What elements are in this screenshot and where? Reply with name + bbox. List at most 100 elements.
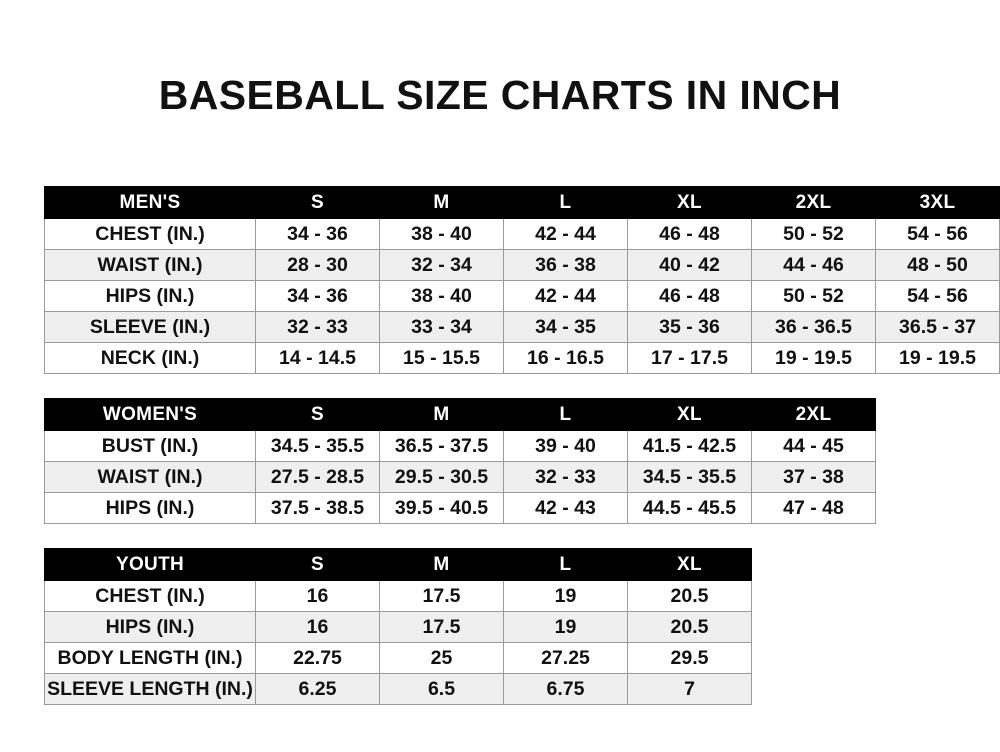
youth-cell-l: 6.75	[503, 673, 628, 705]
youth-row-label: CHEST (IN.)	[44, 580, 256, 612]
youth-cell-l: 19	[503, 611, 628, 643]
mens-row-label: HIPS (IN.)	[44, 280, 256, 312]
womens-cell-2xl: 37 - 38	[751, 461, 876, 493]
mens-cell-2xl: 50 - 52	[751, 280, 876, 312]
youth-table-title: YOUTH	[44, 548, 256, 581]
mens-row-label: NECK (IN.)	[44, 342, 256, 374]
womens-cell-s: 27.5 - 28.5	[255, 461, 380, 493]
mens-size-table: MEN'S S M L XL 2XL 3XL CHEST (IN.) 34 - 36 38 - 4…	[44, 186, 1000, 374]
youth-row-label: SLEEVE LENGTH (IN.)	[44, 673, 256, 705]
youth-cell-m: 6.5	[379, 673, 504, 705]
womens-cell-m: 39.5 - 40.5	[379, 492, 504, 524]
table-row: SLEEVE (IN.) 32 - 33 33 - 34 34 - 35 35 - 36…	[44, 311, 1000, 343]
youth-cell-s: 16	[255, 580, 380, 612]
table-row: BODY LENGTH (IN.) 22.75 25 27.25 29.5	[44, 642, 752, 674]
womens-cell-xl: 44.5 - 45.5	[627, 492, 752, 524]
youth-cell-s: 6.25	[255, 673, 380, 705]
womens-cell-m: 29.5 - 30.5	[379, 461, 504, 493]
mens-cell-xl: 46 - 48	[627, 280, 752, 312]
page-title: BASEBALL SIZE CHARTS IN INCH	[158, 72, 842, 118]
mens-cell-l: 42 - 44	[503, 280, 628, 312]
mens-cell-m: 38 - 40	[379, 280, 504, 312]
youth-cell-xl: 20.5	[627, 580, 752, 612]
youth-cell-m: 17.5	[379, 611, 504, 643]
womens-cell-l: 42 - 43	[503, 492, 628, 524]
mens-cell-s: 28 - 30	[255, 249, 380, 281]
womens-size-header-m: M	[379, 398, 504, 431]
womens-row-label: HIPS (IN.)	[44, 492, 256, 524]
youth-cell-xl: 29.5	[627, 642, 752, 674]
youth-cell-l: 19	[503, 580, 628, 612]
mens-row-label: SLEEVE (IN.)	[44, 311, 256, 343]
youth-header-row: YOUTH S M L XL	[44, 548, 752, 581]
youth-row-label: HIPS (IN.)	[44, 611, 256, 643]
mens-cell-xl: 17 - 17.5	[627, 342, 752, 374]
mens-size-header-2xl: 2XL	[751, 186, 876, 219]
mens-cell-l: 36 - 38	[503, 249, 628, 281]
table-row: NECK (IN.) 14 - 14.5 15 - 15.5 16 - 16.5 17 …	[44, 342, 1000, 374]
womens-cell-l: 32 - 33	[503, 461, 628, 493]
mens-size-header-s: S	[255, 186, 380, 219]
mens-cell-xl: 35 - 36	[627, 311, 752, 343]
mens-cell-l: 16 - 16.5	[503, 342, 628, 374]
youth-size-header-s: S	[255, 548, 380, 581]
youth-size-header-m: M	[379, 548, 504, 581]
youth-row-label: BODY LENGTH (IN.)	[44, 642, 256, 674]
mens-cell-2xl: 36 - 36.5	[751, 311, 876, 343]
table-row: CHEST (IN.) 34 - 36 38 - 40 42 - 44 46 - 48 5…	[44, 218, 1000, 250]
youth-cell-xl: 7	[627, 673, 752, 705]
youth-cell-m: 25	[379, 642, 504, 674]
mens-cell-m: 33 - 34	[379, 311, 504, 343]
womens-size-header-s: S	[255, 398, 380, 431]
womens-cell-s: 34.5 - 35.5	[255, 430, 380, 462]
mens-cell-s: 32 - 33	[255, 311, 380, 343]
womens-cell-l: 39 - 40	[503, 430, 628, 462]
table-row: WAIST (IN.) 28 - 30 32 - 34 36 - 38 40 - 42 4…	[44, 249, 1000, 281]
womens-cell-xl: 41.5 - 42.5	[627, 430, 752, 462]
mens-cell-l: 34 - 35	[503, 311, 628, 343]
table-row: HIPS (IN.) 34 - 36 38 - 40 42 - 44 46 - 48 50…	[44, 280, 1000, 312]
mens-cell-3xl: 48 - 50	[875, 249, 1000, 281]
youth-size-header-xl: XL	[627, 548, 752, 581]
table-row: SLEEVE LENGTH (IN.) 6.25 6.5 6.75 7	[44, 673, 752, 705]
youth-cell-s: 22.75	[255, 642, 380, 674]
table-row: HIPS (IN.) 16 17.5 19 20.5	[44, 611, 752, 643]
mens-cell-s: 14 - 14.5	[255, 342, 380, 374]
youth-cell-l: 27.25	[503, 642, 628, 674]
mens-cell-3xl: 19 - 19.5	[875, 342, 1000, 374]
youth-size-header-l: L	[503, 548, 628, 581]
mens-row-label: WAIST (IN.)	[44, 249, 256, 281]
mens-size-header-l: L	[503, 186, 628, 219]
youth-cell-m: 17.5	[379, 580, 504, 612]
mens-cell-xl: 46 - 48	[627, 218, 752, 250]
womens-cell-2xl: 47 - 48	[751, 492, 876, 524]
table-row: HIPS (IN.) 37.5 - 38.5 39.5 - 40.5 42 - 43 4…	[44, 492, 876, 524]
mens-header-row: MEN'S S M L XL 2XL 3XL	[44, 186, 1000, 219]
mens-cell-3xl: 54 - 56	[875, 218, 1000, 250]
mens-cell-3xl: 36.5 - 37	[875, 311, 1000, 343]
mens-size-header-m: M	[379, 186, 504, 219]
mens-cell-m: 15 - 15.5	[379, 342, 504, 374]
womens-size-header-2xl: 2XL	[751, 398, 876, 431]
youth-cell-xl: 20.5	[627, 611, 752, 643]
womens-cell-2xl: 44 - 45	[751, 430, 876, 462]
mens-cell-xl: 40 - 42	[627, 249, 752, 281]
womens-header-row: WOMEN'S S M L XL 2XL	[44, 398, 876, 431]
womens-cell-s: 37.5 - 38.5	[255, 492, 380, 524]
mens-size-header-xl: XL	[627, 186, 752, 219]
mens-table-title: MEN'S	[44, 186, 256, 219]
mens-cell-2xl: 44 - 46	[751, 249, 876, 281]
mens-row-label: CHEST (IN.)	[44, 218, 256, 250]
mens-cell-s: 34 - 36	[255, 218, 380, 250]
table-row: BUST (IN.) 34.5 - 35.5 36.5 - 37.5 39 - 40 4…	[44, 430, 876, 462]
womens-table-title: WOMEN'S	[44, 398, 256, 431]
mens-cell-m: 32 - 34	[379, 249, 504, 281]
mens-cell-2xl: 19 - 19.5	[751, 342, 876, 374]
mens-size-header-3xl: 3XL	[875, 186, 1000, 219]
womens-cell-m: 36.5 - 37.5	[379, 430, 504, 462]
womens-size-table: WOMEN'S S M L XL 2XL BUST (IN.) 34.5 - 35.5 36.5…	[44, 398, 876, 524]
mens-cell-m: 38 - 40	[379, 218, 504, 250]
table-row: CHEST (IN.) 16 17.5 19 20.5	[44, 580, 752, 612]
womens-size-header-l: L	[503, 398, 628, 431]
